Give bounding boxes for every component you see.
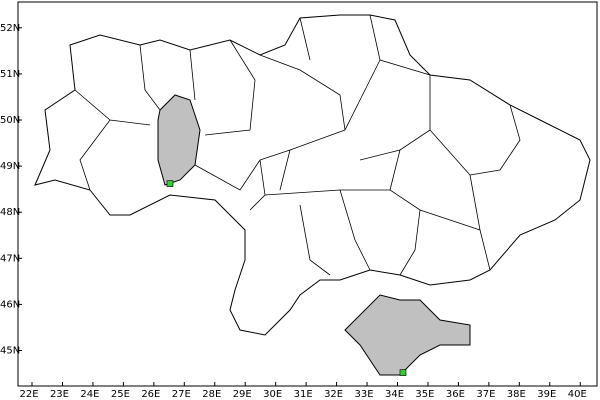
region-borders <box>74 14 521 276</box>
x-tick-label: 40E <box>568 389 587 400</box>
y-tick-label: 46N <box>0 299 20 310</box>
y-tick-label: 52N <box>0 23 20 34</box>
x-tick-label: 26E <box>141 389 160 400</box>
x-tick-label: 28E <box>202 389 221 400</box>
x-tick-label: 34E <box>385 389 404 400</box>
highlighted-region <box>157 94 201 186</box>
y-tick-label: 48N <box>0 207 20 218</box>
y-tick-label: 45N <box>0 346 20 357</box>
x-tick-label: 31E <box>294 389 313 400</box>
x-tick-label: 24E <box>80 389 99 400</box>
x-tick-label: 39E <box>537 389 556 400</box>
country-outline <box>34 14 591 336</box>
marker <box>399 369 407 376</box>
x-tick-label: 36E <box>446 389 465 400</box>
x-tick-label: 23E <box>50 389 69 400</box>
highlighted-peninsula <box>344 294 471 376</box>
x-tick-label: 29E <box>233 389 252 400</box>
x-tick-label: 30E <box>263 389 282 400</box>
x-tick-label: 38E <box>507 389 526 400</box>
frame <box>17 1 598 387</box>
x-tick-label: 22E <box>19 389 38 400</box>
marker <box>166 180 174 187</box>
x-tick-label: 35E <box>415 389 434 400</box>
x-tick-label: 27E <box>172 389 191 400</box>
x-tick-label: 33E <box>355 389 374 400</box>
x-tick-label: 25E <box>111 389 130 400</box>
x-tick-label: 32E <box>324 389 343 400</box>
x-tick-label: 37E <box>476 389 495 400</box>
y-tick-label: 50N <box>0 115 20 126</box>
y-tick-label: 47N <box>0 253 20 264</box>
y-tick-label: 51N <box>0 69 20 80</box>
y-tick-label: 49N <box>0 161 20 172</box>
